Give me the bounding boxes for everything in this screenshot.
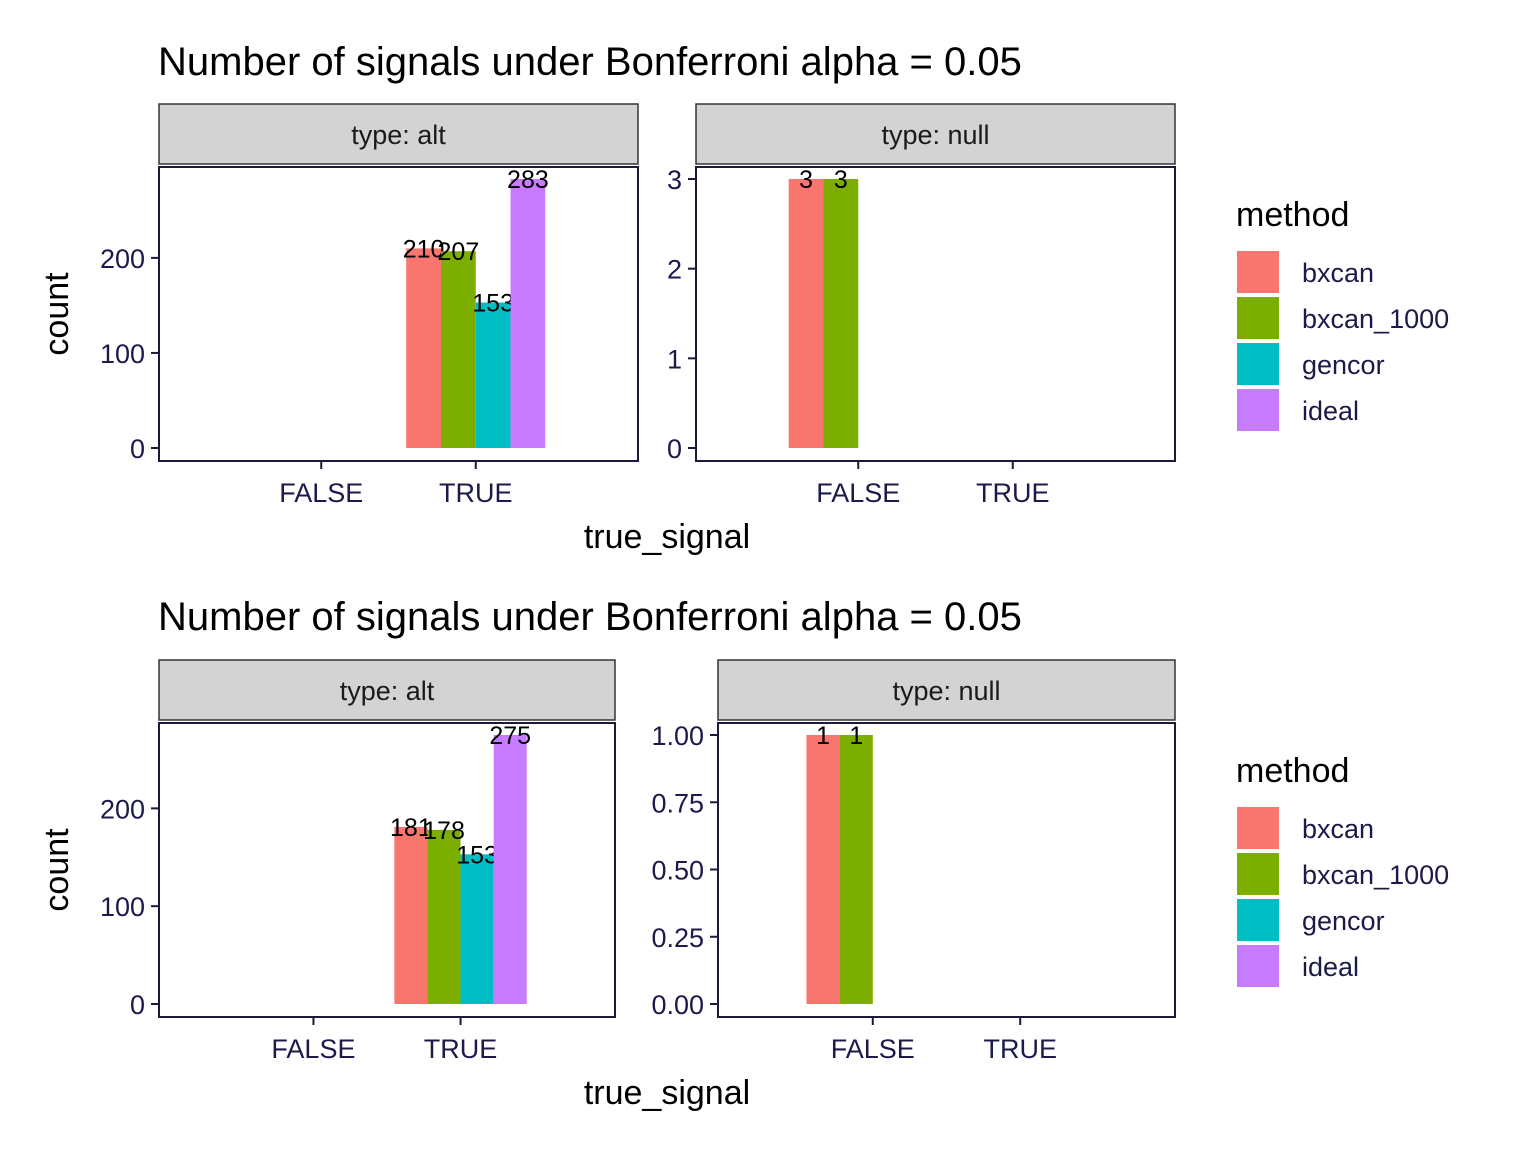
bar-gencor xyxy=(475,302,511,448)
bar-bxcan xyxy=(406,248,441,448)
y-tick-label: 0 xyxy=(667,434,682,464)
legend-key-bxcan_1000 xyxy=(1237,853,1279,895)
bar-label: 1 xyxy=(816,722,830,750)
x-tick-label: FALSE xyxy=(271,1034,355,1064)
panel-null: type: null 0.00 0.25 0.50 0.75 1.00 FALSE TRUE 1… xyxy=(651,659,1176,1064)
y-tick-label: 100 xyxy=(100,892,145,922)
bar-label: 181 xyxy=(390,814,432,842)
panel-border xyxy=(158,722,616,1018)
legend-label: ideal xyxy=(1302,952,1359,982)
panel-border xyxy=(717,722,1176,1018)
x-tick-label: FALSE xyxy=(279,478,363,508)
facet-strip xyxy=(717,659,1176,721)
x-tick-label: FALSE xyxy=(816,478,900,508)
legend-key-ideal xyxy=(1237,945,1279,987)
legend-title: method xyxy=(1236,752,1349,790)
facet-label: type: alt xyxy=(351,120,446,150)
y-tick-label: 2 xyxy=(667,255,682,285)
legend-key-gencor xyxy=(1237,343,1279,385)
y-tick-label: 100 xyxy=(100,339,145,369)
y-tick-label: 200 xyxy=(100,244,145,274)
legend-label: bxcan_1000 xyxy=(1302,860,1449,890)
bar-ideal xyxy=(510,179,546,448)
chart-title: Number of signals under Bonferroni alpha… xyxy=(158,40,1022,84)
facet-label: type: null xyxy=(881,120,989,150)
x-tick-label: FALSE xyxy=(831,1034,915,1064)
bar-ideal xyxy=(493,735,527,1004)
y-tick-label: 0.50 xyxy=(651,856,704,886)
legend-label: ideal xyxy=(1302,396,1359,426)
facet-strip xyxy=(158,103,639,165)
bar-label: 153 xyxy=(472,290,514,318)
chart-title: Number of signals under Bonferroni alpha… xyxy=(158,595,1022,639)
legend-label: gencor xyxy=(1302,350,1385,380)
y-axis-title: count xyxy=(38,272,76,356)
bar-label: 3 xyxy=(799,166,813,194)
chart-2: Number of signals under Bonferroni alpha… xyxy=(38,595,1449,1112)
facet-label: type: null xyxy=(892,676,1000,706)
legend-key-gencor xyxy=(1237,899,1279,941)
bar-label: 153 xyxy=(456,841,498,869)
legend-key-bxcan xyxy=(1237,251,1279,293)
bar-label: 207 xyxy=(438,238,480,266)
bar-label: 283 xyxy=(507,166,549,194)
y-tick-label: 1.00 xyxy=(651,721,704,751)
bar-bxcan xyxy=(788,179,824,448)
x-tick-label: TRUE xyxy=(976,478,1050,508)
legend-label: bxcan_1000 xyxy=(1302,304,1449,334)
bar-gencor xyxy=(460,854,494,1004)
facet-label: type: alt xyxy=(340,676,435,706)
facet-strip xyxy=(695,103,1176,165)
y-tick-label: 200 xyxy=(100,794,145,824)
y-tick-label: 3 xyxy=(667,165,682,195)
legend-label: bxcan xyxy=(1302,814,1374,844)
bar-label: 178 xyxy=(423,817,465,845)
chart-1: Number of signals under Bonferroni alpha… xyxy=(38,40,1449,556)
y-tick-label: 0.75 xyxy=(651,788,704,818)
x-tick-label: TRUE xyxy=(424,1034,498,1064)
bar-bxcan xyxy=(806,735,840,1004)
x-axis-title: true_signal xyxy=(584,1074,750,1112)
legend-key-ideal xyxy=(1237,389,1279,431)
legend-label: gencor xyxy=(1302,906,1385,936)
legend-title: method xyxy=(1236,196,1349,234)
bar-bxcan_1000 xyxy=(427,829,461,1004)
legend-key-bxcan xyxy=(1237,807,1279,849)
legend-key-bxcan_1000 xyxy=(1237,297,1279,339)
y-axis-title: count xyxy=(38,828,76,912)
panel-border xyxy=(158,166,639,462)
y-tick-label: 0 xyxy=(130,434,145,464)
bar-label: 3 xyxy=(834,166,848,194)
y-tick-label: 0.25 xyxy=(651,923,704,953)
x-axis-title: true_signal xyxy=(584,518,750,556)
facet-strip xyxy=(158,659,616,721)
panel-border xyxy=(695,166,1176,462)
bar-label: 275 xyxy=(489,722,531,750)
y-tick-label: 0.00 xyxy=(651,990,704,1020)
x-tick-label: TRUE xyxy=(439,478,513,508)
bar-bxcan_1000 xyxy=(839,735,873,1004)
x-tick-label: TRUE xyxy=(983,1034,1057,1064)
bar-label: 1 xyxy=(849,722,863,750)
legend-label: bxcan xyxy=(1302,258,1374,288)
y-tick-label: 1 xyxy=(667,344,682,374)
bar-bxcan xyxy=(394,826,428,1004)
y-tick-label: 0 xyxy=(130,990,145,1020)
bar-label: 210 xyxy=(403,235,445,263)
bar-bxcan_1000 xyxy=(823,179,859,448)
bar-bxcan_1000 xyxy=(440,251,476,448)
